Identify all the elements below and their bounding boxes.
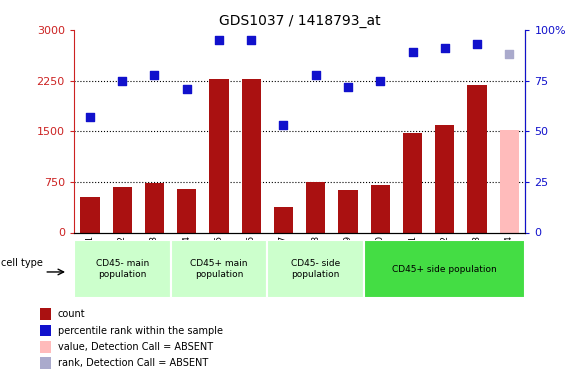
Point (247, 37, 256, 43)
Bar (74, 240, 170, 298)
Point (311, 72, 320, 78)
Text: count: count (58, 309, 85, 319)
Point (279, 122, 288, 128)
Bar (177, 189, 197, 232)
Bar (435, 124, 454, 232)
Point (118, 78, 127, 84)
Text: CD45+ main
population: CD45+ main population (190, 260, 248, 279)
Point (440, 45, 449, 51)
Bar (339, 190, 358, 232)
Bar (467, 86, 487, 232)
Text: CD45+ side population: CD45+ side population (392, 265, 497, 274)
Bar (40, 308, 51, 320)
Point (215, 37, 224, 43)
Point (150, 72, 159, 78)
Point (182, 86, 191, 92)
Bar (370, 184, 390, 232)
Point (344, 84, 353, 90)
Point (375, 78, 385, 84)
Bar (80, 197, 99, 232)
Bar (364, 240, 525, 298)
Bar (170, 240, 268, 298)
Bar (40, 341, 51, 353)
Text: percentile rank within the sample: percentile rank within the sample (58, 326, 223, 336)
Bar (500, 130, 519, 232)
Title: GDS1037 / 1418793_at: GDS1037 / 1418793_at (219, 13, 381, 28)
Point (408, 49, 417, 55)
Bar (145, 183, 164, 232)
Bar (268, 240, 364, 298)
Bar (274, 207, 293, 232)
Point (85, 114, 94, 120)
Bar (40, 357, 51, 369)
Point (473, 41, 482, 47)
Text: CD45- main
population: CD45- main population (95, 260, 149, 279)
Text: rank, Detection Call = ABSENT: rank, Detection Call = ABSENT (58, 358, 208, 368)
Bar (40, 325, 51, 336)
Bar (403, 133, 422, 232)
Bar (306, 182, 325, 232)
Text: value, Detection Call = ABSENT: value, Detection Call = ABSENT (58, 342, 213, 352)
Bar (112, 187, 132, 232)
Bar (209, 79, 229, 232)
Text: CD45- side
population: CD45- side population (291, 260, 340, 279)
Point (505, 51, 514, 57)
Text: cell type: cell type (2, 258, 43, 268)
Bar (241, 79, 261, 232)
